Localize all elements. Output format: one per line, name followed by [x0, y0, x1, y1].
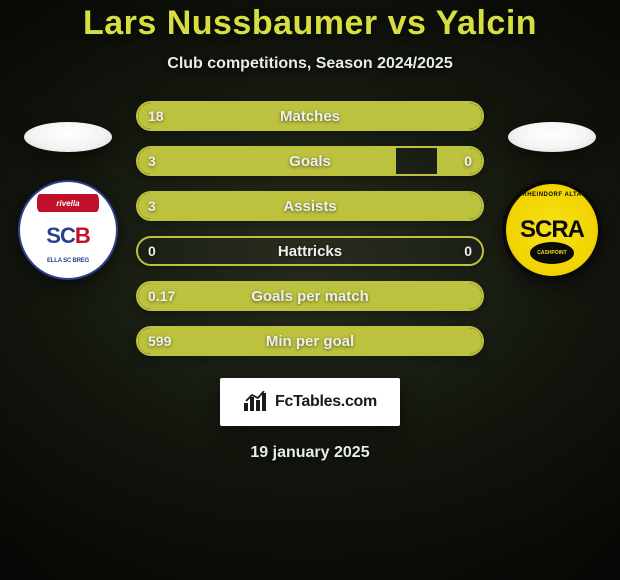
crest-left-sc: SC: [46, 223, 75, 248]
bar-value-left: 3: [148, 153, 156, 169]
player-photo-left: [24, 122, 112, 152]
bar-value-left: 18: [148, 108, 164, 124]
site-text: FcTables.com: [275, 393, 377, 411]
stat-row: 599 Min per goal: [136, 326, 484, 356]
bar-label: Hattricks: [278, 243, 342, 260]
stat-row: 18 Matches: [136, 101, 484, 131]
bar-value-left: 0: [148, 243, 156, 259]
stat-row: 3 Assists: [136, 191, 484, 221]
stat-bars: 18 Matches 3 Goals 0 3 Assists 0 Hattricks 0 0.17 G…: [136, 101, 484, 356]
crest-right-arc: RHEINDORF ALTA: [522, 192, 581, 198]
content: Lars Nussbaumer vs Yalcin Club competiti…: [0, 0, 620, 580]
crest-left-ribbon: rivella: [37, 194, 99, 212]
crest-left-initials: SCB: [46, 223, 89, 249]
bar-fill-left: [138, 148, 396, 174]
bar-label: Goals per match: [251, 288, 369, 305]
bar-fill-right: [437, 148, 482, 174]
bar-label: Assists: [283, 198, 336, 215]
bar-value-left: 3: [148, 198, 156, 214]
bar-label: Matches: [280, 108, 340, 125]
crest-left-b: B: [75, 223, 90, 248]
stat-row: 3 Goals 0: [136, 146, 484, 176]
crest-right-initials: SCRA: [520, 216, 584, 244]
bar-value-right: 0: [464, 153, 472, 169]
chart-icon: [243, 391, 269, 413]
bar-value-left: 0.17: [148, 288, 175, 304]
left-side: rivella SCB ELLA SC BREG: [18, 122, 118, 280]
crest-right-badge: CASHPOINT: [530, 242, 574, 264]
team-crest-right: RHEINDORF ALTA SCRA CASHPOINT: [502, 180, 602, 280]
bar-value-right: 0: [464, 243, 472, 259]
page-title: Lars Nussbaumer vs Yalcin: [83, 4, 537, 43]
team-crest-left: rivella SCB ELLA SC BREG: [18, 180, 118, 280]
bar-label: Goals: [289, 153, 331, 170]
player-photo-right: [508, 122, 596, 152]
bar-value-left: 599: [148, 333, 171, 349]
site-pill: FcTables.com: [220, 378, 400, 426]
stat-row: 0.17 Goals per match: [136, 281, 484, 311]
date: 19 january 2025: [250, 444, 369, 462]
right-side: RHEINDORF ALTA SCRA CASHPOINT: [502, 122, 602, 280]
stat-row: 0 Hattricks 0: [136, 236, 484, 266]
bar-label: Min per goal: [266, 333, 354, 350]
crest-left-subtext: ELLA SC BREG: [47, 258, 89, 264]
subtitle: Club competitions, Season 2024/2025: [167, 55, 452, 73]
